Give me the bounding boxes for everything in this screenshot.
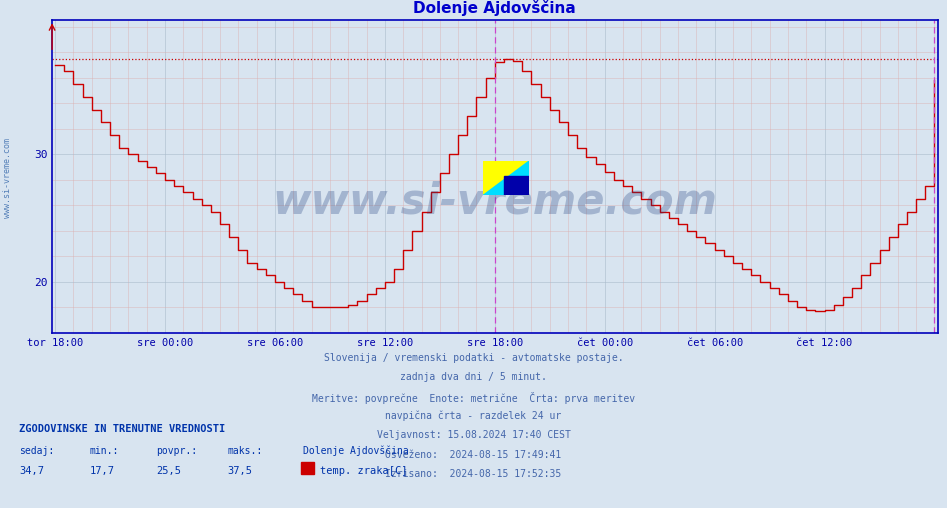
Text: Meritve: povprečne  Enote: metrične  Črta: prva meritev: Meritve: povprečne Enote: metrične Črta:… [312,392,635,404]
Text: povpr.:: povpr.: [156,446,197,456]
Text: Izrisano:  2024-08-15 17:52:35: Izrisano: 2024-08-15 17:52:35 [385,469,562,479]
Text: sedaj:: sedaj: [19,446,54,456]
Text: maks.:: maks.: [227,446,262,456]
Text: Slovenija / vremenski podatki - avtomatske postaje.: Slovenija / vremenski podatki - avtomats… [324,353,623,363]
Text: min.:: min.: [90,446,119,456]
Text: www.si-vreme.com: www.si-vreme.com [273,180,717,223]
Text: 34,7: 34,7 [19,466,44,476]
Text: navpična črta - razdelek 24 ur: navpična črta - razdelek 24 ur [385,411,562,422]
Text: ZGODOVINSKE IN TRENUTNE VREDNOSTI: ZGODOVINSKE IN TRENUTNE VREDNOSTI [19,424,225,434]
Text: 25,5: 25,5 [156,466,181,476]
Text: 17,7: 17,7 [90,466,115,476]
Text: Osveženo:  2024-08-15 17:49:41: Osveženo: 2024-08-15 17:49:41 [385,450,562,460]
Text: temp. zraka[C]: temp. zraka[C] [320,466,407,476]
Text: www.si-vreme.com: www.si-vreme.com [3,138,12,218]
Text: Dolenje Ajdovščina: Dolenje Ajdovščina [303,446,409,456]
Text: Veljavnost: 15.08.2024 17:40 CEST: Veljavnost: 15.08.2024 17:40 CEST [377,430,570,440]
Title: Dolenje Ajdovščina: Dolenje Ajdovščina [414,1,576,16]
Text: 37,5: 37,5 [227,466,252,476]
Text: zadnja dva dni / 5 minut.: zadnja dva dni / 5 minut. [400,372,547,383]
